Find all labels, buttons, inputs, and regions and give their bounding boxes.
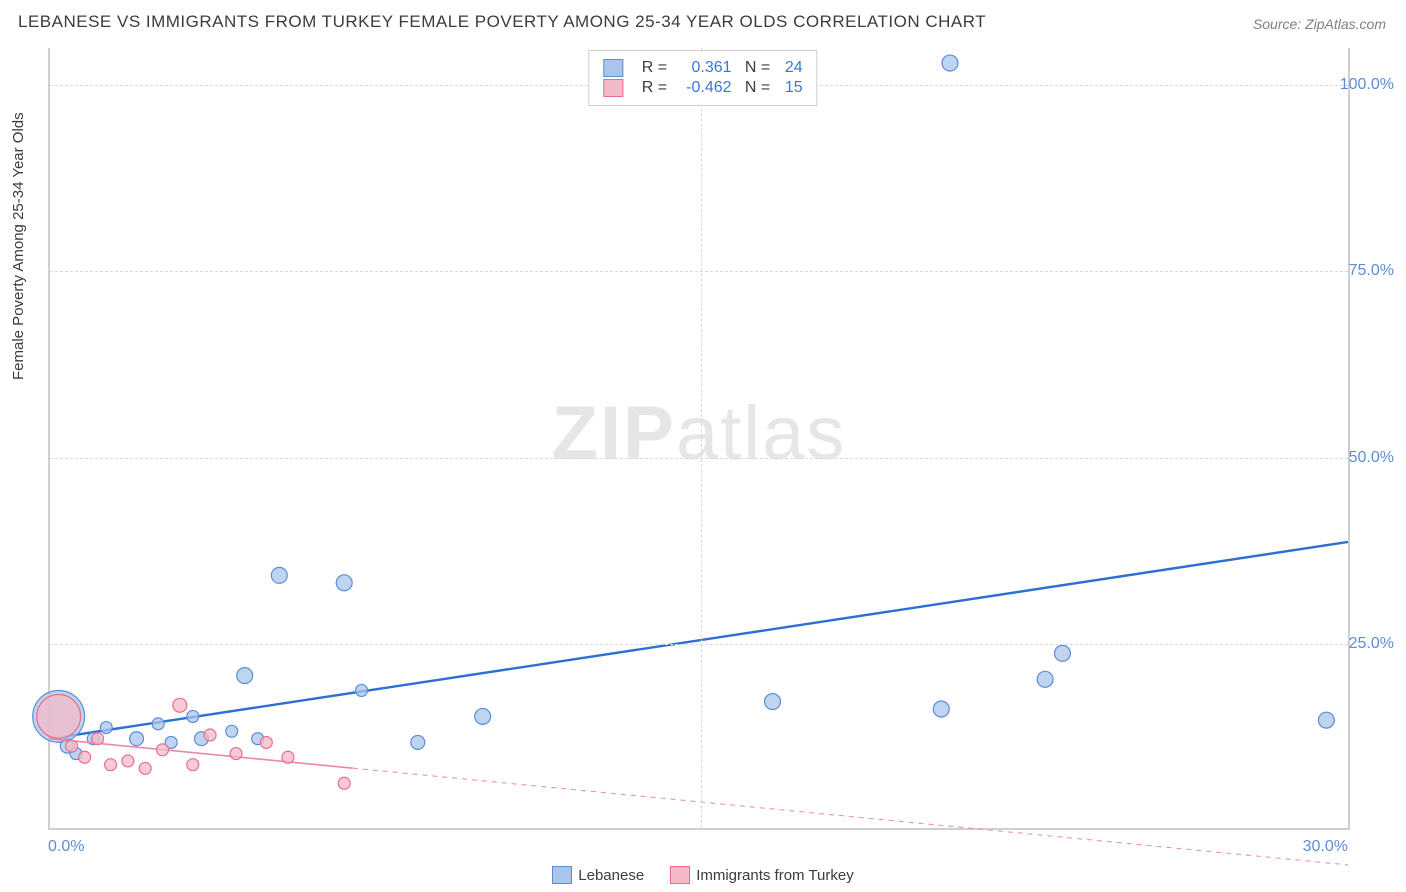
- data-point: [92, 733, 104, 745]
- data-point: [356, 684, 368, 696]
- legend-label: Lebanese: [578, 867, 644, 884]
- x-tick-label: 30.0%: [1303, 838, 1348, 856]
- series-legend: Lebanese Immigrants from Turkey: [0, 866, 1406, 884]
- series-swatch: [552, 866, 572, 884]
- data-point: [1054, 645, 1070, 661]
- data-point: [204, 729, 216, 741]
- data-point: [66, 740, 78, 752]
- y-tick-label: 100.0%: [1340, 76, 1394, 94]
- data-point: [152, 718, 164, 730]
- regression-line-extrapolated: [353, 768, 1348, 865]
- stats-row: R = 0.361 N = 24: [603, 59, 802, 77]
- legend-label: Immigrants from Turkey: [696, 867, 854, 884]
- data-point: [765, 694, 781, 710]
- stats-legend-box: R = 0.361 N = 24 R = -0.462 N = 15: [588, 50, 817, 106]
- chart-title: LEBANESE VS IMMIGRANTS FROM TURKEY FEMAL…: [18, 12, 986, 32]
- data-point: [237, 668, 253, 684]
- gridline-horizontal: [50, 458, 1348, 459]
- chart-svg: [50, 48, 1348, 828]
- data-point: [105, 759, 117, 771]
- y-tick-label: 25.0%: [1349, 635, 1394, 653]
- series-swatch: [603, 79, 623, 97]
- data-point: [933, 701, 949, 717]
- regression-line: [50, 542, 1348, 739]
- gridline-horizontal: [50, 271, 1348, 272]
- data-point: [226, 725, 238, 737]
- data-point: [173, 698, 187, 712]
- data-point: [230, 748, 242, 760]
- data-point: [139, 762, 151, 774]
- data-point: [475, 708, 491, 724]
- source-attribution: Source: ZipAtlas.com: [1253, 16, 1386, 32]
- data-point: [336, 575, 352, 591]
- stats-row: R = -0.462 N = 15: [603, 79, 802, 97]
- gridline-vertical: [701, 48, 702, 828]
- data-point: [411, 735, 425, 749]
- data-point: [282, 751, 294, 763]
- data-point: [338, 777, 350, 789]
- data-point: [942, 55, 958, 71]
- x-tick-label: 0.0%: [48, 838, 84, 856]
- gridline-horizontal: [50, 644, 1348, 645]
- data-point: [100, 722, 112, 734]
- series-swatch: [603, 59, 623, 77]
- data-point: [157, 744, 169, 756]
- data-point: [79, 751, 91, 763]
- data-point: [271, 567, 287, 583]
- y-tick-label: 75.0%: [1349, 262, 1394, 280]
- data-point: [187, 759, 199, 771]
- data-point: [130, 732, 144, 746]
- y-axis-label: Female Poverty Among 25-34 Year Olds: [10, 112, 27, 380]
- data-point: [122, 755, 134, 767]
- y-tick-label: 50.0%: [1349, 449, 1394, 467]
- data-point: [1318, 712, 1334, 728]
- data-point: [187, 710, 199, 722]
- data-point: [260, 736, 272, 748]
- series-swatch: [670, 866, 690, 884]
- legend-item: Immigrants from Turkey: [670, 866, 854, 884]
- data-point: [37, 694, 81, 738]
- plot-area: ZIPatlas: [48, 48, 1350, 830]
- legend-item: Lebanese: [552, 866, 644, 884]
- data-point: [1037, 671, 1053, 687]
